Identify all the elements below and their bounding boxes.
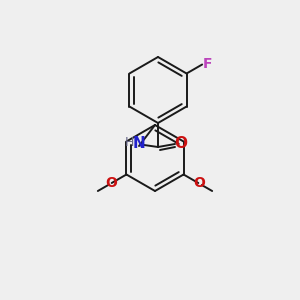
Text: N: N	[133, 136, 146, 151]
Text: F: F	[202, 58, 212, 71]
Text: H: H	[124, 136, 134, 148]
Text: O: O	[194, 176, 205, 190]
Text: O: O	[105, 176, 117, 190]
Text: O: O	[175, 136, 188, 151]
